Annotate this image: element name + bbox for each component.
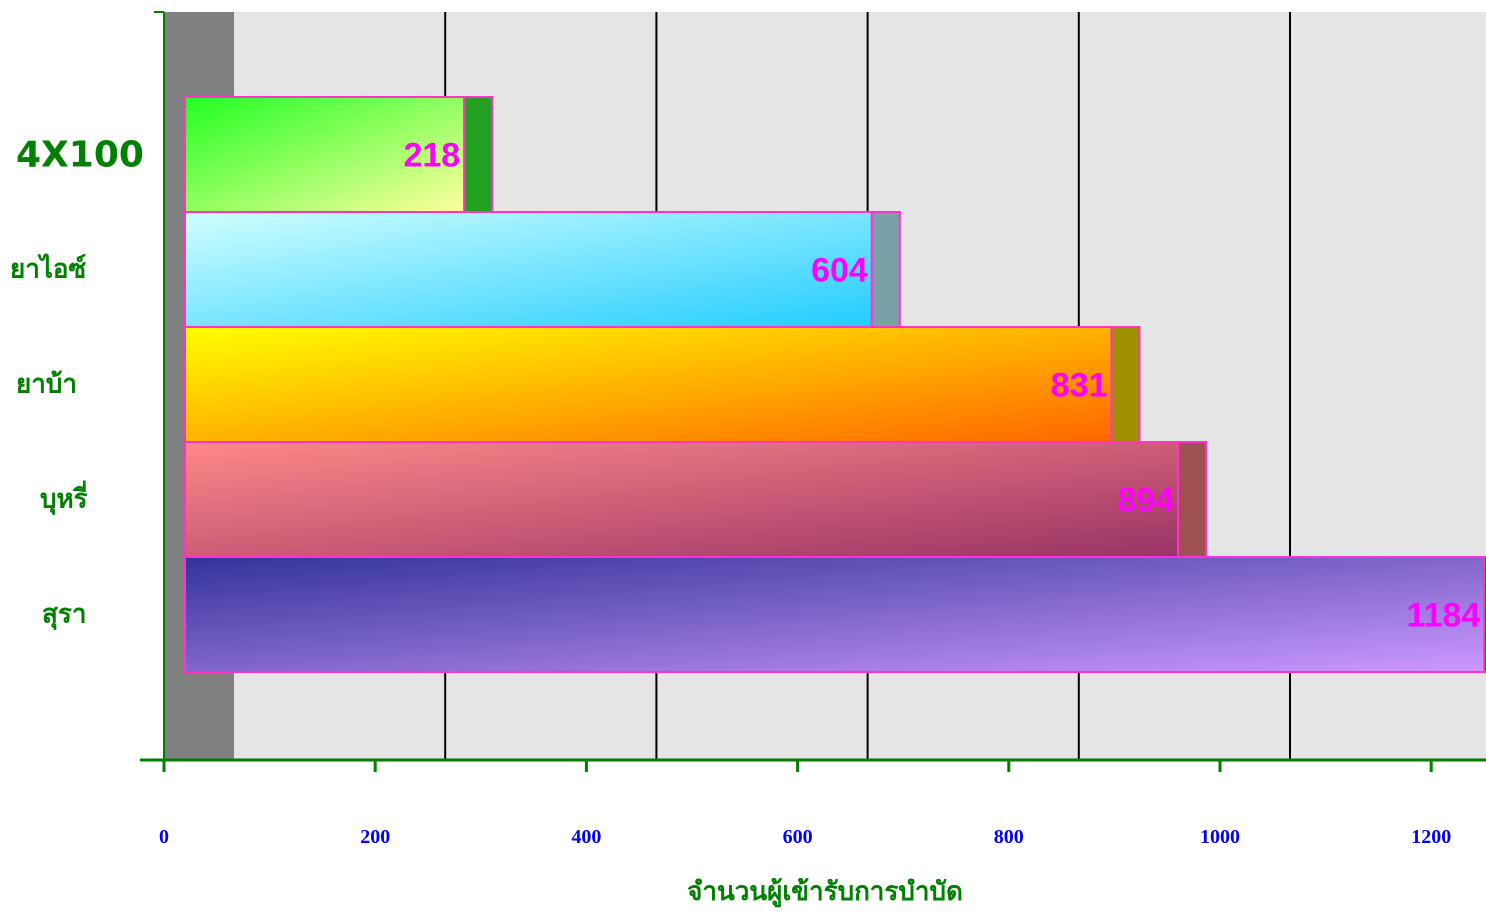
bars bbox=[184, 96, 1486, 673]
category-labels: 4X100 ยาไอซ์ยาบ้าบุหรี่สุรา bbox=[10, 135, 144, 631]
category-label: ยาไอซ์ bbox=[10, 253, 87, 285]
x-tick-label: 800 bbox=[994, 826, 1024, 848]
data-label: 218 bbox=[403, 137, 460, 175]
x-axis-title: จำนวนผู้เข้ารับการบำบัด bbox=[687, 877, 963, 908]
bar bbox=[184, 556, 1486, 673]
data-label: 604 bbox=[811, 252, 868, 290]
x-tick-label: 400 bbox=[571, 826, 601, 848]
bar-end-face bbox=[1483, 556, 1486, 673]
x-tick-label: 0 bbox=[159, 826, 169, 848]
bar-end-face bbox=[1177, 441, 1208, 558]
bar-end-face bbox=[1110, 326, 1141, 443]
bar bbox=[184, 326, 1113, 443]
category-label: บุหรี่ bbox=[40, 480, 88, 516]
data-label: 831 bbox=[1051, 367, 1108, 405]
data-label: 1184 bbox=[1407, 597, 1481, 635]
axes bbox=[140, 11, 1486, 772]
x-tick-label: 600 bbox=[783, 826, 813, 848]
bar-end-face bbox=[870, 211, 901, 328]
value-labels: 218 604 831 894 1184 bbox=[403, 137, 1480, 635]
x-tick-label: 1200 bbox=[1411, 826, 1451, 848]
category-label: ยาบ้า bbox=[16, 370, 77, 400]
bar-end-face bbox=[463, 96, 494, 213]
x-tick-labels: 0 200 400 600 800 1000 1200 bbox=[159, 826, 1451, 848]
bar bbox=[184, 211, 873, 328]
data-label: 894 bbox=[1117, 482, 1174, 520]
x-tick-label: 1000 bbox=[1200, 826, 1240, 848]
category-label: สุรา bbox=[42, 600, 86, 631]
x-tick-label: 200 bbox=[360, 826, 390, 848]
category-label: 4X100 bbox=[16, 135, 144, 176]
bar bbox=[184, 441, 1180, 558]
